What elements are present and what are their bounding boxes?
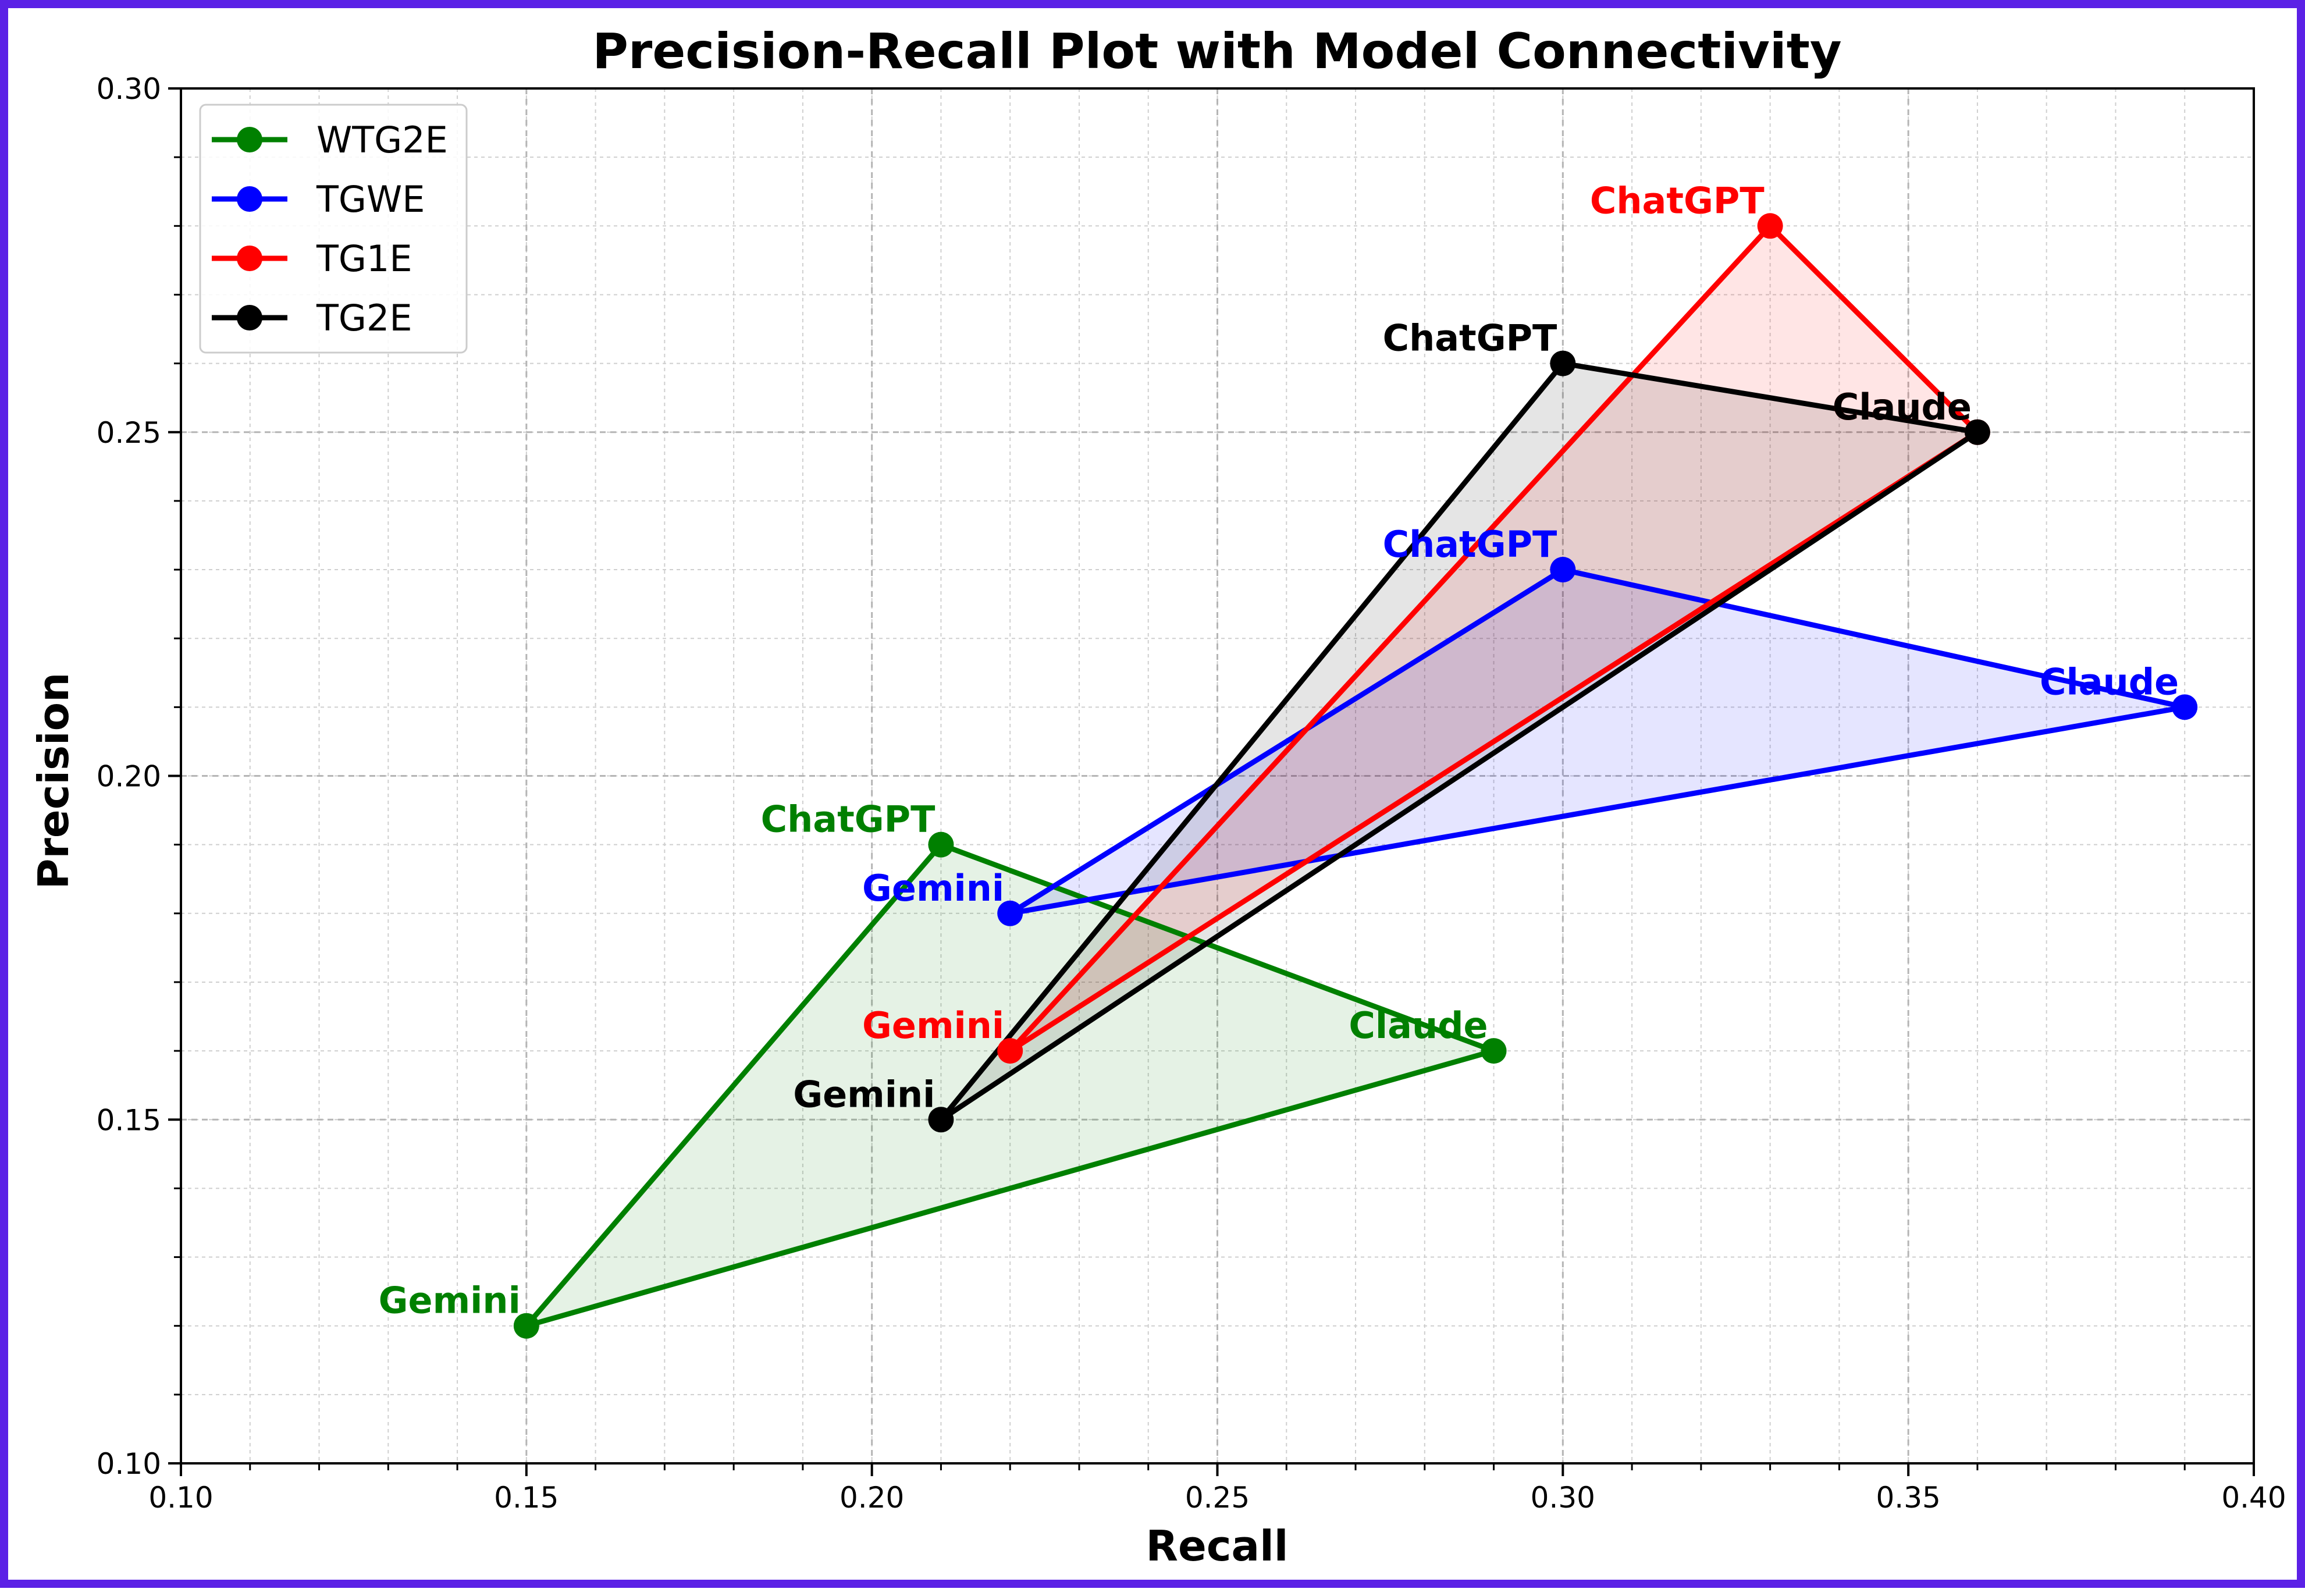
y-tick-label: 0.20 xyxy=(97,760,161,794)
series-fill-wtg2e xyxy=(526,844,1494,1326)
data-point xyxy=(1550,350,1576,376)
x-axis-label: Recall xyxy=(1146,1522,1289,1570)
legend-label: TG2E xyxy=(316,297,412,339)
precision-recall-chart: Gemini ChatGPT Claude Gemini ChatGPT Claude Ge… xyxy=(29,23,2286,1570)
x-tick-label: 0.20 xyxy=(840,1481,904,1515)
y-axis-label: Precision xyxy=(29,673,78,890)
series-fill-tgwe xyxy=(1010,570,2185,913)
data-point xyxy=(513,1313,539,1339)
data-point xyxy=(1757,213,1783,239)
series-points xyxy=(513,213,2198,1339)
axis-ticks xyxy=(168,87,2255,1476)
y-tick-label: 0.30 xyxy=(97,72,161,106)
point-label: Gemini xyxy=(793,1073,935,1115)
data-point xyxy=(928,831,954,858)
point-label: ChatGPT xyxy=(1383,523,1557,566)
series-line-tg2e xyxy=(938,361,1980,1122)
x-tick-label: 0.30 xyxy=(1531,1481,1595,1515)
data-point xyxy=(997,900,1023,926)
legend-marker xyxy=(237,305,262,330)
legend-label: WTG2E xyxy=(316,119,448,161)
point-labels: Gemini ChatGPT Claude Gemini ChatGPT Claude Ge… xyxy=(379,179,2179,1321)
legend-marker xyxy=(237,186,262,212)
legend-label: TGWE xyxy=(316,178,425,221)
data-point xyxy=(997,1038,1023,1064)
data-point xyxy=(2172,694,2198,720)
x-tick-label: 0.35 xyxy=(1876,1481,1941,1515)
series-fill-tg1e xyxy=(1010,226,1977,1051)
point-label: Gemini xyxy=(862,1004,1004,1047)
x-tick-label: 0.25 xyxy=(1185,1481,1250,1515)
point-label: Gemini xyxy=(379,1279,521,1322)
point-label: Claude xyxy=(1833,386,1972,428)
series-line-tg1e xyxy=(1007,223,1980,1054)
y-tick-label: 0.25 xyxy=(97,416,161,450)
data-point xyxy=(1481,1038,1507,1064)
point-label: Claude xyxy=(2040,660,2179,703)
legend-marker xyxy=(237,246,262,271)
x-tick-label: 0.40 xyxy=(2221,1481,2286,1515)
point-label: Claude xyxy=(1349,1004,1488,1047)
x-tick-label: 0.10 xyxy=(148,1481,213,1515)
series-line-tgwe xyxy=(1007,567,2187,916)
x-tick-label: 0.15 xyxy=(494,1481,559,1515)
y-tick-label: 0.10 xyxy=(97,1447,161,1481)
tick-labels: 0.10 0.15 0.20 0.25 0.30 0.35 0.40 0.10 0.15 0.20… xyxy=(97,72,2286,1515)
series-lines xyxy=(524,223,2187,1329)
data-point xyxy=(1550,557,1576,583)
point-label: Claude xyxy=(1833,386,1972,428)
point-label: ChatGPT xyxy=(1383,317,1557,360)
legend-marker xyxy=(237,127,262,152)
legend-box xyxy=(199,104,468,354)
series-line-wtg2e xyxy=(524,842,1497,1329)
legend-label: TG1E xyxy=(316,237,412,280)
chart-title: Precision-Recall Plot with Model Connect… xyxy=(592,23,1841,80)
y-tick-label: 0.15 xyxy=(97,1103,161,1137)
data-point xyxy=(928,1107,954,1133)
data-point xyxy=(1964,419,1990,445)
point-label: ChatGPT xyxy=(1590,179,1765,222)
point-label: ChatGPT xyxy=(761,798,935,841)
point-label: Gemini xyxy=(862,867,1004,909)
legend: WTG2E TGWE TG1E TG2E xyxy=(199,104,468,354)
